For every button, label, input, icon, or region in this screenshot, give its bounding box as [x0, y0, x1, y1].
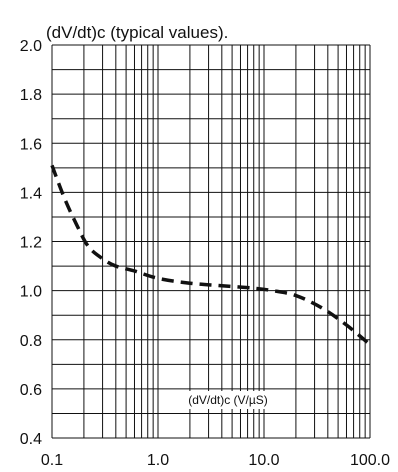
- y-tick-label: 0.4: [20, 431, 42, 448]
- axis-label-background: [166, 391, 290, 409]
- y-tick-label: 1.0: [20, 284, 42, 301]
- y-tick-label: 2.0: [20, 38, 42, 55]
- series-line: [50, 164, 372, 347]
- y-tick-label: 1.8: [20, 87, 42, 104]
- grid: [51, 44, 371, 439]
- x-tick-label: 10.0: [248, 452, 279, 469]
- x-tick-label: 1.0: [147, 452, 169, 469]
- x-tick-labels: 0.1 1.0 10.0 100.0: [41, 452, 390, 469]
- y-tick-label: 1.6: [20, 136, 42, 153]
- y-tick-label: 1.4: [20, 185, 42, 202]
- chart-title: (dV/dt)c (typical values).: [46, 23, 228, 42]
- x-tick-label: 0.1: [41, 452, 63, 469]
- y-tick-label: 0.6: [20, 382, 42, 399]
- x-axis-label: (dV/dt)c (V/µS): [188, 393, 268, 407]
- y-tick-labels: 0.4 0.6 0.8 1.0 1.2 1.4 1.6 1.8 2.0: [20, 38, 42, 448]
- y-tick-label: 0.8: [20, 333, 42, 350]
- y-tick-label: 1.2: [20, 235, 42, 252]
- x-tick-label: 100.0: [350, 452, 390, 469]
